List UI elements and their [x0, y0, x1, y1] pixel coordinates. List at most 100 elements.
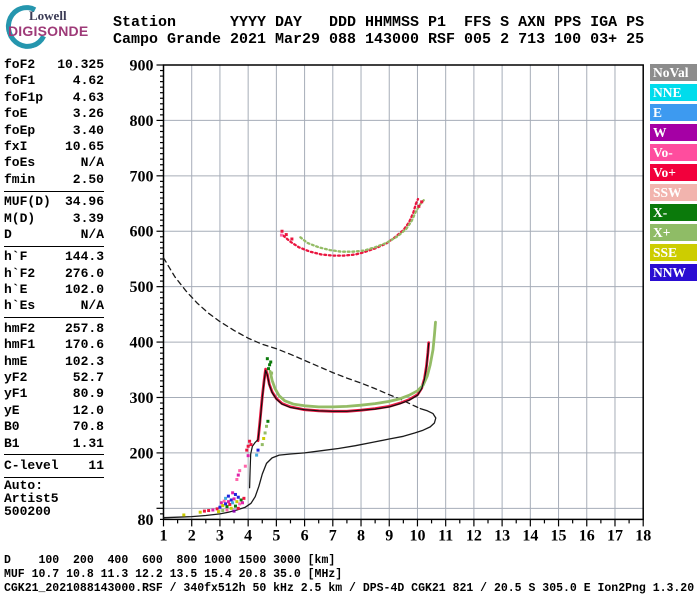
- scatter-dot: [256, 448, 260, 452]
- panel-row-label: B0: [4, 419, 20, 435]
- scatter-dot: [248, 439, 252, 443]
- panel-row-label: hmE: [4, 353, 28, 369]
- legend-item-nnw: NNW: [650, 263, 697, 282]
- panel-row: M(D) 3.39: [4, 211, 104, 227]
- panel-separator: [4, 476, 104, 478]
- scatter-dot: [231, 491, 235, 495]
- scatter-dot: [232, 497, 236, 501]
- panel-row: foF1 4.62: [4, 73, 104, 89]
- x-tick-label: 4: [244, 527, 252, 544]
- panel-row-value: 3.40: [72, 122, 104, 138]
- scatter-dot: [268, 363, 272, 367]
- x-tick-label: 5: [272, 527, 280, 544]
- panel-separator: [4, 317, 104, 319]
- scatter-dot: [228, 502, 232, 506]
- scatter-dot: [229, 498, 233, 502]
- legend-item-vo: Vo-: [650, 143, 697, 162]
- scatter-dot: [417, 204, 421, 208]
- scatter-dot: [266, 367, 270, 371]
- panel-separator: [4, 245, 104, 247]
- panel-row-label: hmF1: [4, 337, 36, 353]
- panel-row-label: h`Es: [4, 298, 36, 314]
- x-tick-label: 17: [607, 527, 623, 544]
- scatter-dot: [260, 443, 264, 447]
- panel-row-value: 10.325: [57, 57, 104, 72]
- file-info-row: CGK21_2021088143000.RSF / 340fx512h 50 k…: [4, 582, 695, 595]
- scatter-dot: [222, 499, 226, 503]
- scatter-dot: [215, 507, 219, 511]
- panel-row-value: 12.0: [72, 402, 104, 418]
- scatter-dot: [231, 501, 235, 505]
- scatter-dot: [207, 509, 211, 513]
- panel-row: foEp 3.40: [4, 123, 104, 139]
- scatter-dot: [266, 419, 270, 423]
- panel-separator: [4, 190, 104, 192]
- panel-row-value: 4.62: [72, 73, 104, 89]
- panel-row-value: 257.8: [64, 320, 104, 336]
- panel-row-label: h`F: [4, 249, 28, 265]
- panel-row-value: N/A: [80, 298, 104, 314]
- panel-row-label: foEp: [4, 122, 36, 138]
- scatter-dot: [233, 492, 237, 496]
- scatter-dot: [217, 510, 221, 514]
- x-tick-label: 9: [385, 527, 393, 544]
- scatter-dot: [238, 502, 242, 506]
- panel-row: h`Es N/A: [4, 298, 104, 314]
- panel-row: yF1 80.9: [4, 386, 104, 402]
- panel-row: fmin 2.50: [4, 172, 104, 188]
- scatter-dot: [265, 357, 269, 361]
- panel-row-label: yF2: [4, 370, 28, 386]
- scatter-dot: [224, 496, 228, 500]
- panel-row-label: h`F2: [4, 265, 36, 281]
- panel-footer-line: 500200: [4, 504, 51, 520]
- scatter-dot: [226, 494, 230, 498]
- series-profile-and-muf-hook: [162, 407, 437, 519]
- panel-row-value: 11: [88, 457, 104, 473]
- scatter-dot: [241, 501, 245, 505]
- panel-row-label: fxI: [4, 138, 28, 154]
- series-transmission-curve: [162, 257, 421, 410]
- panel-row-label: foE: [4, 106, 28, 122]
- y-tick-label: 800: [130, 113, 154, 130]
- station-header: Station YYYY DAY DDD HHMMSS P1 FFS S AXN…: [113, 14, 645, 48]
- scatter-dot: [263, 431, 267, 435]
- x-tick-label: 1: [160, 527, 168, 544]
- series-x-trace: [268, 320, 437, 409]
- panel-row: hmF1 170.6: [4, 337, 104, 353]
- panel-row-label: M(D): [4, 210, 36, 226]
- x-tick-label: 18: [635, 527, 651, 544]
- scatter-dot: [236, 506, 240, 510]
- panel-row: MUF(D) 34.96: [4, 194, 104, 210]
- panel-row: B1 1.31: [4, 436, 104, 452]
- panel-row-value: N/A: [80, 155, 104, 171]
- panel-row-value: 4.63: [72, 89, 104, 105]
- panel-row-label: foF1: [4, 73, 36, 89]
- scatter-dot: [221, 504, 225, 508]
- scatter-dot: [235, 478, 239, 482]
- series-o-second-hop: [282, 197, 420, 257]
- logo-lowell-text: Lowell: [29, 8, 67, 23]
- panel-row: foEs N/A: [4, 155, 104, 171]
- x-tick-label: 3: [216, 527, 224, 544]
- x-tick-label: 15: [551, 527, 567, 544]
- scatter-dot: [233, 504, 237, 508]
- scatter-dot: [224, 502, 228, 506]
- scatter-dot: [284, 233, 288, 237]
- scatter-dot: [290, 237, 294, 241]
- panel-row: hmE 102.3: [4, 354, 104, 370]
- y-tick-label: 200: [130, 445, 154, 462]
- y-tick-label: 80: [138, 512, 154, 529]
- panel-footer-line: Auto:: [4, 478, 44, 494]
- scatter-dot: [280, 229, 284, 233]
- legend-item-vo: Vo+: [650, 163, 697, 182]
- panel-row-value: 276.0: [64, 265, 104, 281]
- header-line-labels: Station YYYY DAY DDD HHMMSS P1 FFS S AXN…: [113, 14, 645, 31]
- panel-row: h`F2 276.0: [4, 266, 104, 282]
- panel-row-label: foF2: [4, 57, 36, 72]
- panel-row-value: 170.6: [64, 337, 104, 353]
- panel-row: hmF2 257.8: [4, 321, 104, 337]
- panel-row: B0 70.8: [4, 419, 104, 435]
- y-tick-label: 900: [130, 58, 154, 75]
- scatter-dot: [243, 464, 247, 468]
